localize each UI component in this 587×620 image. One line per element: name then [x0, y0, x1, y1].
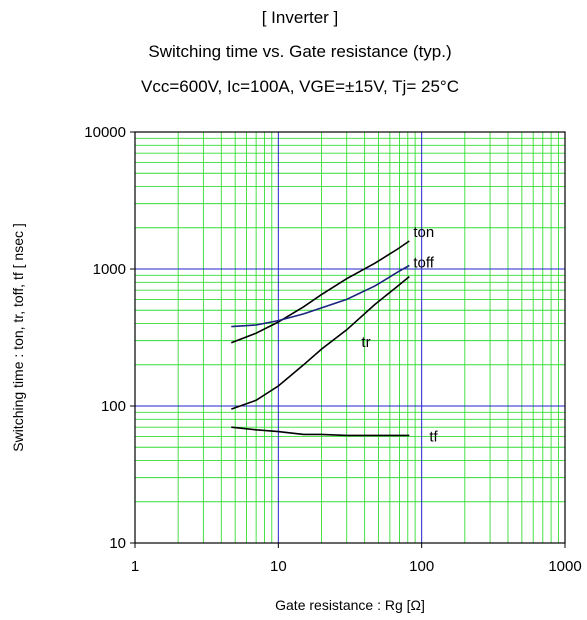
y-tick-label: 10	[109, 535, 126, 552]
series-label-tf: tf	[429, 428, 438, 445]
y-axis-label: Switching time : ton, tr, toff, tf [ nse…	[10, 223, 26, 452]
x-tick-label: 1	[131, 558, 139, 575]
series-labels: ton tr toff tf	[361, 224, 438, 445]
series-line-tf	[231, 426, 410, 437]
y-tick-label: 100	[101, 398, 126, 415]
y-tick-label: 1000	[93, 261, 126, 278]
series-line-ton	[231, 240, 410, 344]
chart-conditions: Vcc=600V, Ic=100A, VGE=±15V, Tj= 25°C	[141, 77, 459, 96]
series-label-tr: tr	[361, 334, 370, 351]
chart-title: [ Inverter ]	[261, 8, 339, 27]
x-tick-label: 10	[270, 558, 287, 575]
x-tick-label: 100	[409, 558, 434, 575]
x-tick-label: 1000	[548, 558, 581, 575]
series-label-ton: ton	[413, 224, 434, 241]
series-line-tr	[231, 275, 410, 410]
y-tick-label: 10000	[84, 124, 126, 141]
data-series	[231, 240, 410, 437]
plot-frame	[134, 131, 566, 544]
series-label-toff: toff	[413, 255, 434, 272]
series-line-toff	[231, 264, 410, 328]
grid-lines	[135, 132, 565, 543]
tick-labels: 1 10 100 1000 10 100 1000 10000	[84, 124, 581, 575]
chart-subtitle: Switching time vs. Gate resistance (typ.…	[148, 42, 452, 61]
x-axis-label: Gate resistance : Rg [Ω]	[275, 597, 425, 613]
